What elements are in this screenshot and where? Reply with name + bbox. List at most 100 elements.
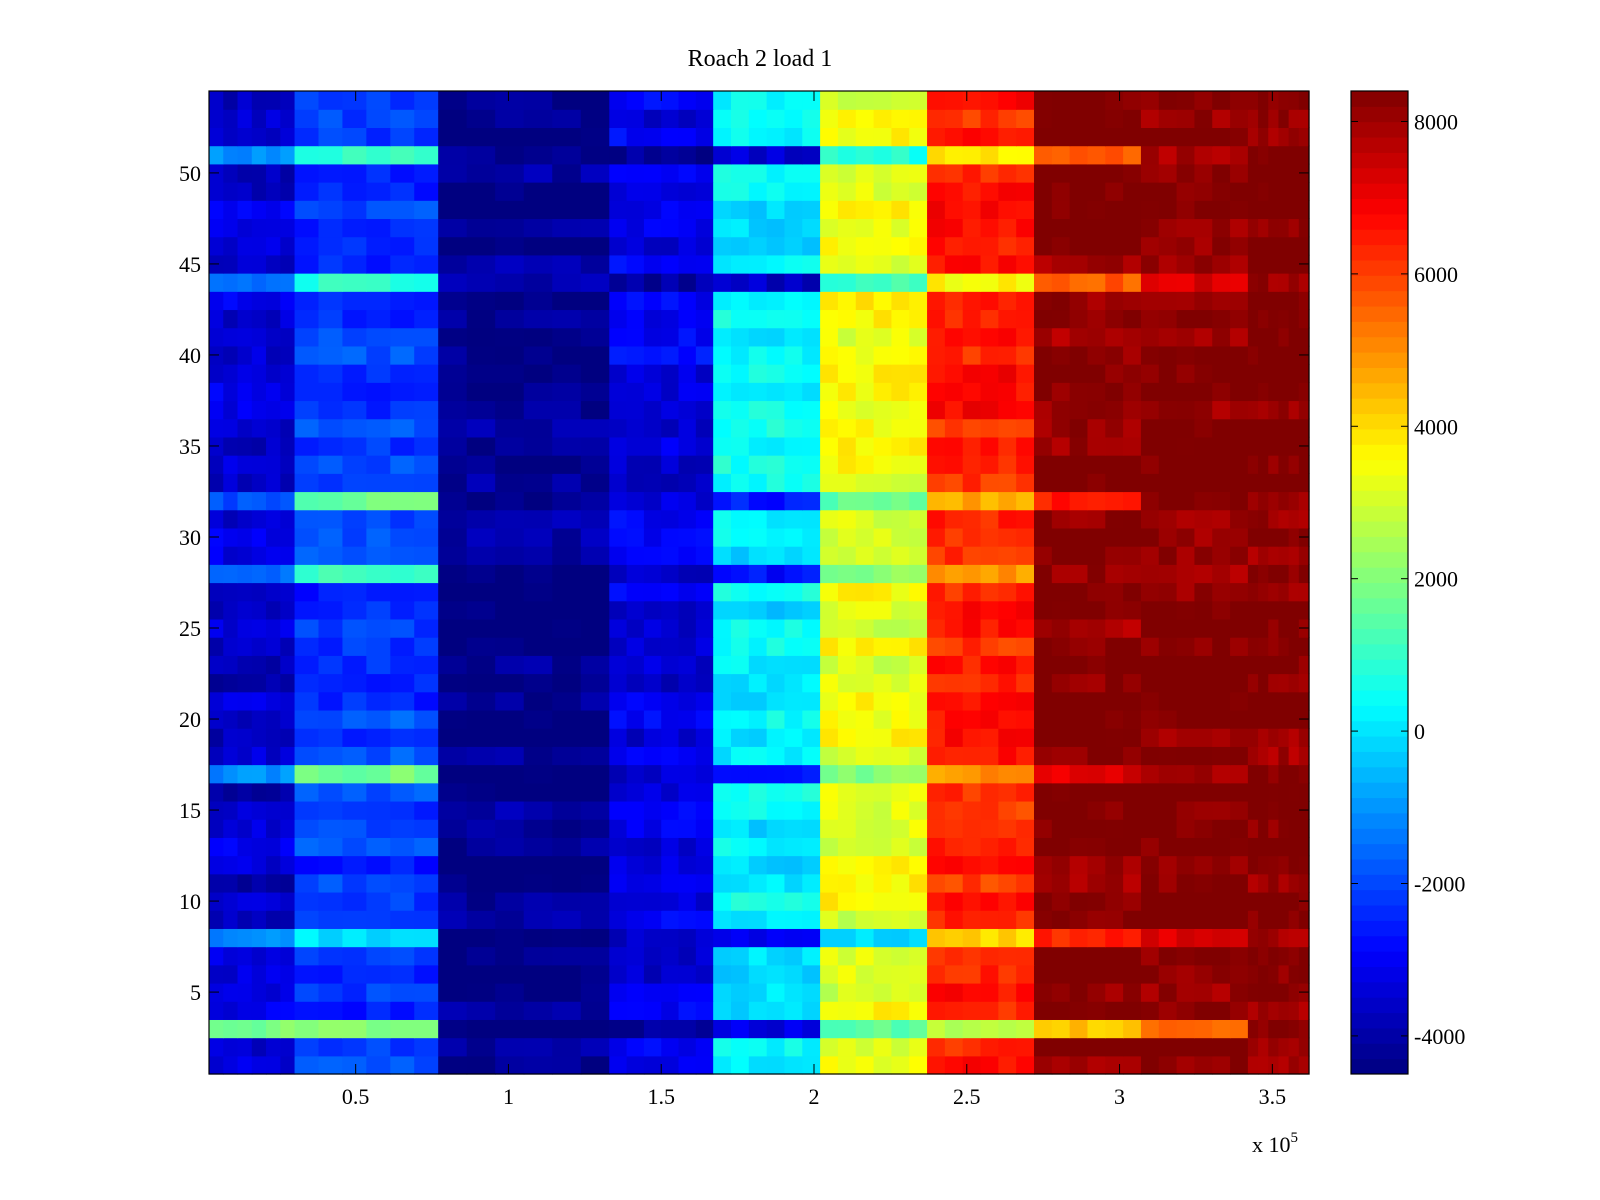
heatmap-cell bbox=[1069, 1001, 1089, 1020]
heatmap-cell bbox=[1087, 436, 1106, 456]
heatmap-cell bbox=[1230, 746, 1249, 766]
heatmap-cell bbox=[643, 273, 662, 292]
heatmap-cell bbox=[251, 1019, 267, 1039]
heatmap-cell bbox=[223, 163, 239, 183]
heatmap-cell bbox=[466, 491, 496, 511]
heatmap-cell bbox=[891, 837, 910, 857]
heatmap-cell bbox=[626, 946, 645, 966]
heatmap-cell bbox=[855, 527, 875, 547]
heatmap-cell bbox=[280, 309, 296, 329]
heatmap-cell bbox=[1258, 291, 1269, 311]
heatmap-cell bbox=[251, 982, 267, 1002]
heatmap-cell bbox=[944, 527, 964, 547]
heatmap-cell bbox=[837, 145, 857, 165]
heatmap-cell bbox=[438, 764, 468, 784]
heatmap-cell bbox=[237, 145, 253, 165]
heatmap-cell bbox=[523, 254, 553, 274]
heatmap-cell bbox=[927, 400, 946, 420]
heatmap-cell bbox=[237, 855, 253, 875]
heatmap-cell bbox=[1258, 91, 1269, 110]
heatmap-cell bbox=[891, 728, 910, 747]
heatmap-cell bbox=[1247, 546, 1259, 565]
heatmap-cell bbox=[1298, 1001, 1310, 1020]
heatmap-cell bbox=[266, 946, 281, 966]
heatmap-cell bbox=[784, 382, 803, 402]
heatmap-cell bbox=[909, 509, 928, 529]
heatmap-cell bbox=[1230, 182, 1249, 201]
heatmap-cell bbox=[962, 873, 982, 893]
heatmap-cell bbox=[626, 964, 645, 984]
heatmap-cell bbox=[366, 618, 391, 638]
heatmap-cell bbox=[552, 473, 582, 493]
heatmap-cell bbox=[1140, 764, 1160, 784]
heatmap-cell bbox=[251, 509, 267, 529]
heatmap-cell bbox=[980, 273, 999, 292]
heatmap-cell bbox=[643, 527, 662, 547]
heatmap-cell bbox=[784, 455, 803, 474]
heatmap-cell bbox=[748, 819, 768, 838]
heatmap-cell bbox=[523, 1037, 553, 1057]
heatmap-cell bbox=[266, 291, 281, 311]
heatmap-cell bbox=[1247, 1055, 1259, 1075]
heatmap-cell bbox=[1268, 946, 1280, 966]
heatmap-cell bbox=[1247, 673, 1259, 693]
heatmap-cell bbox=[1212, 91, 1231, 110]
heatmap-cell bbox=[1034, 709, 1053, 729]
colorbar-step bbox=[1351, 121, 1408, 138]
heatmap-cell bbox=[820, 782, 839, 802]
heatmap-cell bbox=[1278, 728, 1290, 747]
heatmap-cell bbox=[944, 873, 964, 893]
heatmap-cell bbox=[661, 327, 680, 347]
heatmap-cell bbox=[1258, 655, 1269, 675]
heatmap-cell bbox=[730, 273, 750, 292]
heatmap-cell bbox=[342, 309, 367, 329]
heatmap-cell bbox=[891, 436, 910, 456]
heatmap-cell bbox=[820, 327, 839, 347]
heatmap-cell bbox=[1247, 273, 1259, 292]
heatmap-cell bbox=[251, 109, 267, 128]
heatmap-cell bbox=[661, 382, 680, 402]
heatmap-cell bbox=[223, 691, 239, 711]
heatmap-cell bbox=[414, 964, 439, 984]
colorbar-step bbox=[1351, 797, 1408, 814]
colorbar-step bbox=[1351, 659, 1408, 676]
heatmap-cell bbox=[318, 855, 344, 875]
heatmap-cell bbox=[251, 855, 267, 875]
heatmap-cell bbox=[643, 182, 662, 201]
heatmap-cell bbox=[695, 582, 714, 602]
heatmap-cell bbox=[1212, 855, 1231, 875]
heatmap-cell bbox=[909, 728, 928, 747]
heatmap-cell bbox=[695, 364, 714, 383]
heatmap-cell bbox=[1105, 764, 1124, 784]
heatmap-cell bbox=[1034, 236, 1053, 256]
heatmap-cell bbox=[927, 1019, 946, 1039]
heatmap-cell bbox=[820, 728, 839, 747]
heatmap-cell bbox=[294, 91, 320, 110]
heatmap-cell bbox=[944, 491, 964, 511]
heatmap-cell bbox=[1105, 964, 1124, 984]
heatmap-cell bbox=[1123, 910, 1142, 929]
heatmap-cell bbox=[1069, 327, 1089, 347]
colorbar-step bbox=[1351, 920, 1408, 937]
heatmap-cell bbox=[784, 127, 803, 147]
heatmap-cell bbox=[1123, 946, 1142, 966]
heatmap-cell bbox=[280, 1037, 296, 1057]
heatmap-cell bbox=[1194, 728, 1213, 747]
colorbar-step bbox=[1351, 951, 1408, 967]
heatmap-cell bbox=[1278, 655, 1290, 675]
heatmap-cell bbox=[1069, 728, 1089, 747]
heatmap-cell bbox=[223, 655, 239, 675]
heatmap-cell bbox=[280, 455, 296, 474]
heatmap-cell bbox=[1123, 455, 1142, 474]
heatmap-cell bbox=[927, 982, 946, 1002]
heatmap-cell bbox=[266, 1019, 281, 1039]
heatmap-cell bbox=[1158, 273, 1178, 292]
heatmap-cell bbox=[626, 691, 645, 711]
heatmap-cell bbox=[1298, 400, 1310, 420]
heatmap-cell bbox=[891, 582, 910, 602]
heatmap-cell bbox=[342, 746, 367, 766]
heatmap-cell bbox=[713, 345, 732, 365]
heatmap-cell bbox=[855, 1055, 875, 1075]
heatmap-cell bbox=[552, 800, 582, 820]
heatmap-cell bbox=[523, 527, 553, 547]
